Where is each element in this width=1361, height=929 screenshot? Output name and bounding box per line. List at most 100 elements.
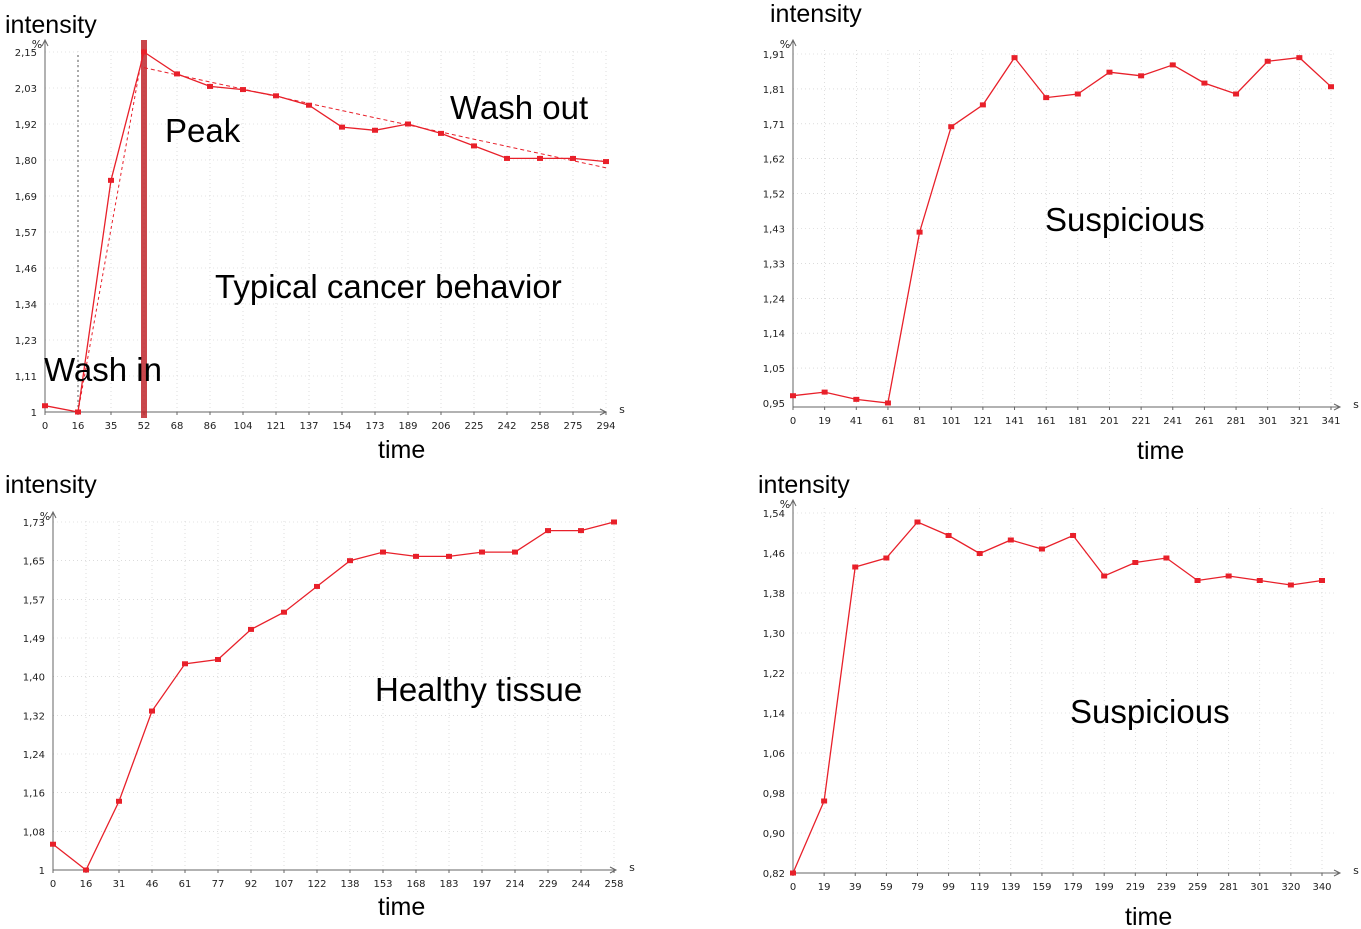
annotation-label: Peak: [165, 112, 241, 149]
x-tick-label: 122: [307, 879, 326, 890]
y-unit-label: %: [780, 38, 790, 51]
annotation-label: Suspicious: [1070, 693, 1230, 730]
y-tick-label: 1,46: [15, 264, 37, 275]
x-axis-arrow: [609, 866, 618, 874]
x-tick-label: 168: [406, 879, 425, 890]
peak-marker-bar: [141, 40, 147, 418]
annotation-label: Wash out: [450, 89, 588, 126]
y-tick-label: 1,91: [763, 50, 785, 61]
y-tick-label: 1,92: [15, 120, 37, 131]
x-tick-label: 281: [1227, 416, 1246, 427]
data-point: [1233, 91, 1240, 97]
x-tick-label: 119: [970, 882, 989, 893]
x-tick-label: 239: [1157, 882, 1176, 893]
chart-1: 0 16 35 52 68 86 104 121 137 154 173 189 206 225 242 25…: [5, 11, 625, 464]
x-tick-label: 242: [497, 421, 516, 432]
x-tick-label: 138: [340, 879, 359, 890]
x-tick-label: 341: [1321, 416, 1340, 427]
data-point: [504, 155, 510, 161]
x-tick-label: 181: [1068, 416, 1087, 427]
x-tick-label: 320: [1281, 882, 1300, 893]
data-point: [790, 393, 796, 399]
data-point: [1132, 560, 1139, 565]
x-tick-label: 39: [849, 882, 862, 893]
data-point: [1225, 573, 1232, 579]
series-line: [792, 521, 1323, 874]
x-tick-label: 86: [204, 421, 217, 432]
data-point: [1074, 91, 1081, 97]
x-tick-label: 258: [604, 879, 623, 890]
y-tick-label: 1,69: [15, 192, 37, 203]
x-tick-label: 301: [1250, 882, 1269, 893]
x-tick-label: 77: [212, 879, 225, 890]
y-tick-label: 1,11: [15, 372, 37, 383]
y-tick-label: 1,52: [763, 190, 785, 201]
x-tick-label: 199: [1095, 882, 1114, 893]
data-point: [1007, 537, 1014, 543]
x-tick-label: 153: [373, 879, 392, 890]
y-tick-label: 1: [39, 866, 45, 877]
wash-out-fit-line: [143, 67, 607, 169]
x-tick-label: 183: [439, 879, 458, 890]
x-tick-label: 46: [146, 879, 159, 890]
data-point: [50, 841, 56, 847]
x-tick-label: 189: [398, 421, 417, 432]
x-unit-label: s: [1353, 864, 1359, 877]
series-line: [44, 50, 607, 413]
y-tick-label: 1,05: [763, 364, 785, 375]
data-point: [380, 549, 386, 555]
y-axis-arrow: [789, 38, 797, 47]
data-point: [174, 71, 180, 77]
data-point: [884, 400, 891, 406]
data-point: [1296, 55, 1303, 61]
x-tick-label: 0: [790, 416, 796, 427]
x-tick-label: 61: [179, 879, 192, 890]
y-tick-label: 2,03: [15, 84, 37, 95]
x-tick-label: 16: [72, 421, 85, 432]
x-tick-label: 201: [1100, 416, 1119, 427]
y-tick-label: 1,46: [763, 549, 785, 560]
data-point: [883, 555, 890, 561]
x-tick-label: 259: [1188, 882, 1207, 893]
y-axis-title: intensity: [770, 0, 862, 28]
x-tick-label: 275: [563, 421, 582, 432]
y-tick-label: 1,16: [23, 789, 45, 800]
y-axis-arrow: [49, 510, 57, 519]
x-tick-label: 137: [299, 421, 318, 432]
y-tick-label: 0,82: [763, 869, 785, 880]
data-point: [570, 155, 576, 161]
annotation-label: Healthy tissue: [375, 671, 582, 708]
y-axis-title: intensity: [5, 471, 97, 499]
x-tick-label: 244: [571, 879, 590, 890]
chart-2: 0 19 41 61 81 101 121 141 161 181 201 221 241 261 281 3…: [763, 0, 1359, 465]
x-tick-label: 59: [880, 882, 893, 893]
y-tick-label: 1,71: [763, 120, 785, 131]
x-tick-label: 161: [1037, 416, 1056, 427]
y-axis-arrow: [41, 38, 49, 47]
data-point: [1194, 578, 1201, 583]
x-tick-label: 258: [530, 421, 549, 432]
x-tick-label: 139: [1001, 882, 1020, 893]
x-tick-label: 41: [850, 416, 863, 427]
data-point: [273, 93, 279, 99]
y-tick-label: 1,24: [763, 294, 785, 305]
data-point: [914, 519, 921, 525]
data-point: [75, 409, 81, 415]
x-tick-label: 241: [1163, 416, 1182, 427]
data-point: [611, 519, 617, 525]
x-tick-label: 31: [113, 879, 126, 890]
data-point: [306, 102, 312, 108]
data-point: [1138, 73, 1145, 79]
data-point: [471, 143, 477, 149]
y-tick-label: 0,95: [763, 399, 785, 410]
x-tick-label: 19: [818, 416, 831, 427]
data-point: [413, 553, 419, 559]
x-axis-title: time: [1137, 437, 1184, 465]
data-point: [240, 87, 246, 93]
x-tick-label: 79: [911, 882, 924, 893]
data-point: [1328, 84, 1334, 90]
x-tick-label: 281: [1219, 882, 1238, 893]
y-tick-label: 1,32: [23, 711, 45, 722]
x-tick-label: 301: [1258, 416, 1277, 427]
y-tick-label: 1,14: [763, 709, 785, 720]
